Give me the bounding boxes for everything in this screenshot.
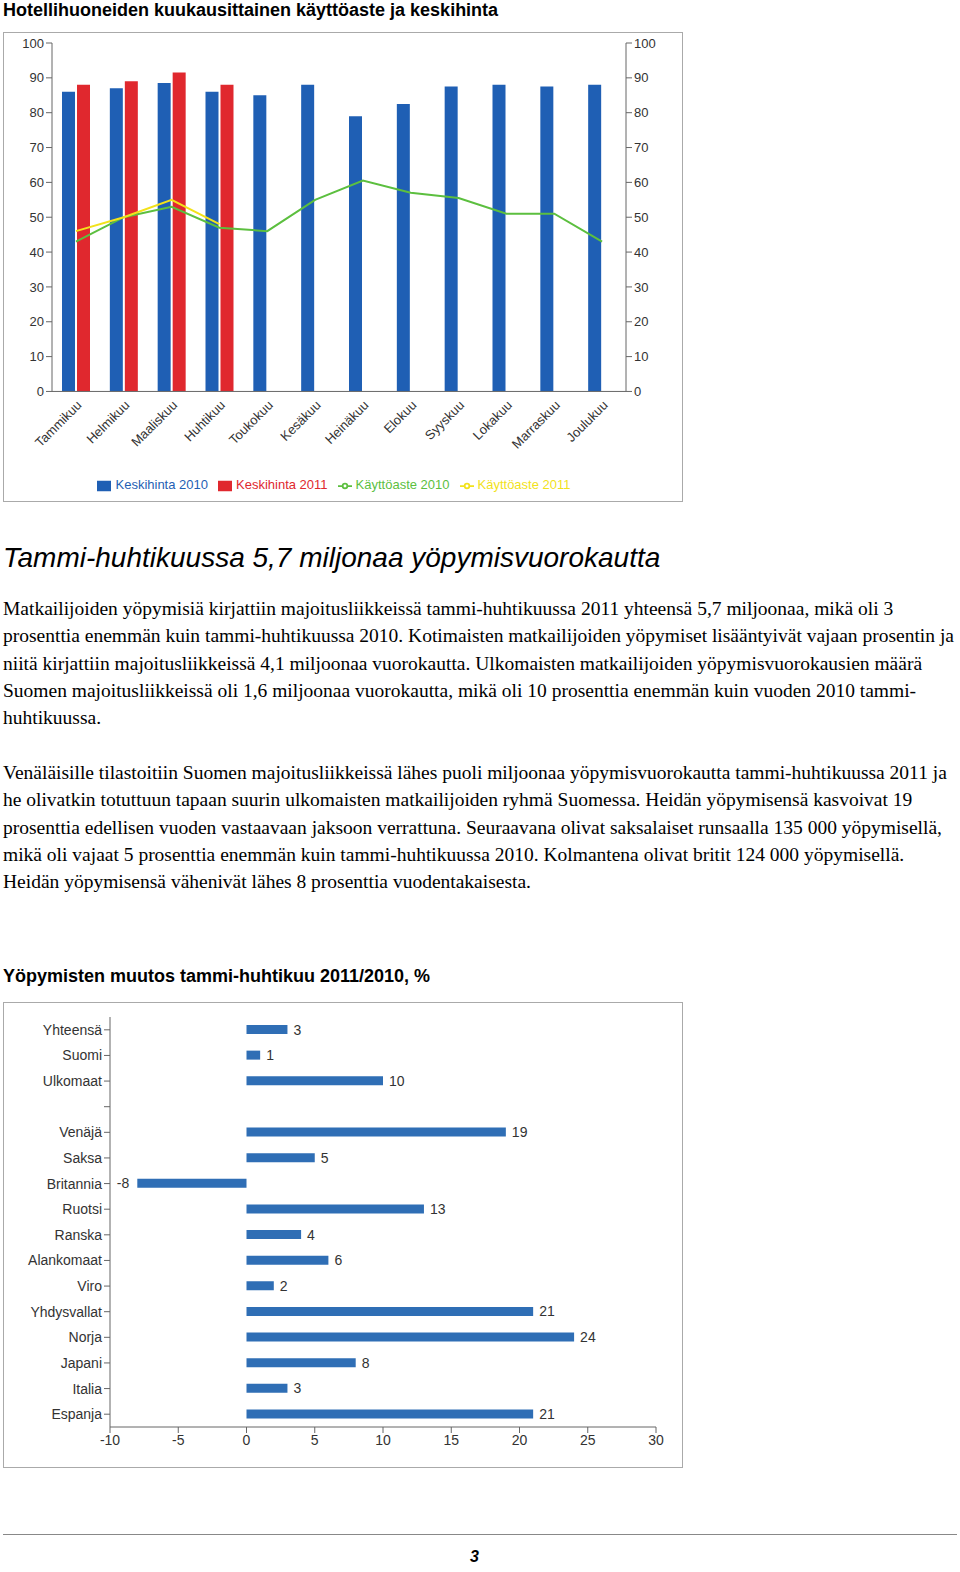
svg-text:70: 70 <box>30 140 44 155</box>
svg-text:100: 100 <box>634 36 656 51</box>
svg-text:24: 24 <box>580 1329 596 1345</box>
svg-text:Yhdysvallat: Yhdysvallat <box>30 1304 102 1320</box>
svg-text:4: 4 <box>307 1227 315 1243</box>
svg-text:50: 50 <box>30 210 44 225</box>
html-text:Käyttöaste 2010: Käyttöaste 2010 <box>355 477 450 493</box>
svg-text:20: 20 <box>30 314 44 329</box>
html-text:Yöpymisten muutos tammi-huhtik: Yöpymisten muutos tammi-huhtikuu 2011/20… <box>3 966 431 986</box>
svg-text:Kesäkuu: Kesäkuu <box>277 397 323 443</box>
svg-text:Lokakuu: Lokakuu <box>470 397 515 442</box>
svg-text:30: 30 <box>648 1432 664 1448</box>
svg-text:21: 21 <box>539 1303 555 1319</box>
svg-text:90: 90 <box>634 70 648 85</box>
svg-text:0: 0 <box>634 384 641 399</box>
html-text:3: 3 <box>470 1548 479 1565</box>
svg-text:0: 0 <box>37 384 44 399</box>
svg-text:30: 30 <box>634 280 648 295</box>
svg-text:3: 3 <box>293 1022 301 1038</box>
svg-text:100: 100 <box>22 36 44 51</box>
html-text:Käyttöaste 2011: Käyttöaste 2011 <box>477 477 571 493</box>
svg-text:Espanja: Espanja <box>51 1406 102 1422</box>
svg-text:10: 10 <box>634 349 648 364</box>
svg-text:Maaliskuu: Maaliskuu <box>128 397 180 449</box>
svg-text:15: 15 <box>443 1432 459 1448</box>
svg-text:-10: -10 <box>100 1432 120 1448</box>
svg-text:5: 5 <box>311 1432 319 1448</box>
svg-text:8: 8 <box>362 1355 370 1371</box>
html-text:Venäläisille tilastoitiin Suom: Venäläisille tilastoitiin Suomen majoitu… <box>3 762 947 893</box>
html-text:Tammi-huhtikuussa 5,7 miljonaa: Tammi-huhtikuussa 5,7 miljonaa yöpymisvu… <box>3 542 661 573</box>
svg-text:Ranska: Ranska <box>55 1227 103 1243</box>
svg-text:10: 10 <box>30 349 44 364</box>
svg-text:Saksa: Saksa <box>63 1150 102 1166</box>
html-text:Keskihinta 2011: Keskihinta 2011 <box>236 477 328 493</box>
svg-text:10: 10 <box>389 1073 405 1089</box>
svg-text:Ulkomaat: Ulkomaat <box>43 1073 102 1089</box>
svg-text:Viro: Viro <box>77 1278 102 1294</box>
svg-text:13: 13 <box>430 1201 446 1217</box>
html-text:Keskihinta 2010: Keskihinta 2010 <box>115 477 208 493</box>
svg-text:Venäjä: Venäjä <box>59 1124 102 1140</box>
svg-text:21: 21 <box>539 1406 555 1422</box>
svg-text:Elokuu: Elokuu <box>381 397 420 436</box>
svg-text:Norja: Norja <box>69 1329 103 1345</box>
svg-text:Joulukuu: Joulukuu <box>563 397 610 444</box>
svg-text:-5: -5 <box>172 1432 185 1448</box>
svg-text:5: 5 <box>321 1150 329 1166</box>
svg-text:Suomi: Suomi <box>62 1047 102 1063</box>
svg-text:Syyskuu: Syyskuu <box>422 397 467 442</box>
svg-text:Heinäkuu: Heinäkuu <box>322 397 371 446</box>
svg-text:30: 30 <box>30 280 44 295</box>
svg-text:Helmikuu: Helmikuu <box>83 397 132 446</box>
svg-text:10: 10 <box>375 1432 391 1448</box>
svg-text:Yhteensä: Yhteensä <box>43 1022 102 1038</box>
svg-text:-8: -8 <box>117 1175 130 1191</box>
svg-text:20: 20 <box>634 314 648 329</box>
svg-text:Alankomaat: Alankomaat <box>28 1252 102 1268</box>
svg-text:80: 80 <box>634 105 648 120</box>
svg-text:50: 50 <box>634 210 648 225</box>
svg-text:25: 25 <box>580 1432 596 1448</box>
svg-text:3: 3 <box>293 1380 301 1396</box>
svg-text:Britannia: Britannia <box>47 1176 102 1192</box>
svg-text:Italia: Italia <box>72 1381 102 1397</box>
svg-text:1: 1 <box>266 1047 274 1063</box>
svg-text:2: 2 <box>280 1278 288 1294</box>
svg-text:80: 80 <box>30 105 44 120</box>
svg-text:70: 70 <box>634 140 648 155</box>
svg-text:40: 40 <box>634 245 648 260</box>
svg-text:19: 19 <box>512 1124 528 1140</box>
html-text:Matkailijoiden yöpymisiä kirja: Matkailijoiden yöpymisiä kirjattiin majo… <box>3 598 954 729</box>
svg-text:Tammikuu: Tammikuu <box>32 397 85 450</box>
svg-text:Japani: Japani <box>61 1355 102 1371</box>
svg-text:20: 20 <box>512 1432 528 1448</box>
svg-text:Ruotsi: Ruotsi <box>62 1201 102 1217</box>
svg-text:40: 40 <box>30 245 44 260</box>
svg-text:Toukokuu: Toukokuu <box>226 397 276 447</box>
svg-text:Marraskuu: Marraskuu <box>509 397 563 451</box>
svg-text:Huhtikuu: Huhtikuu <box>181 397 228 444</box>
svg-text:0: 0 <box>243 1432 251 1448</box>
html-text:Hotellihuoneiden kuukausittain: Hotellihuoneiden kuukausittainen käyttöa… <box>3 0 499 20</box>
svg-text:60: 60 <box>634 175 648 190</box>
svg-text:60: 60 <box>30 175 44 190</box>
svg-text:90: 90 <box>30 70 44 85</box>
svg-text:6: 6 <box>334 1252 342 1268</box>
